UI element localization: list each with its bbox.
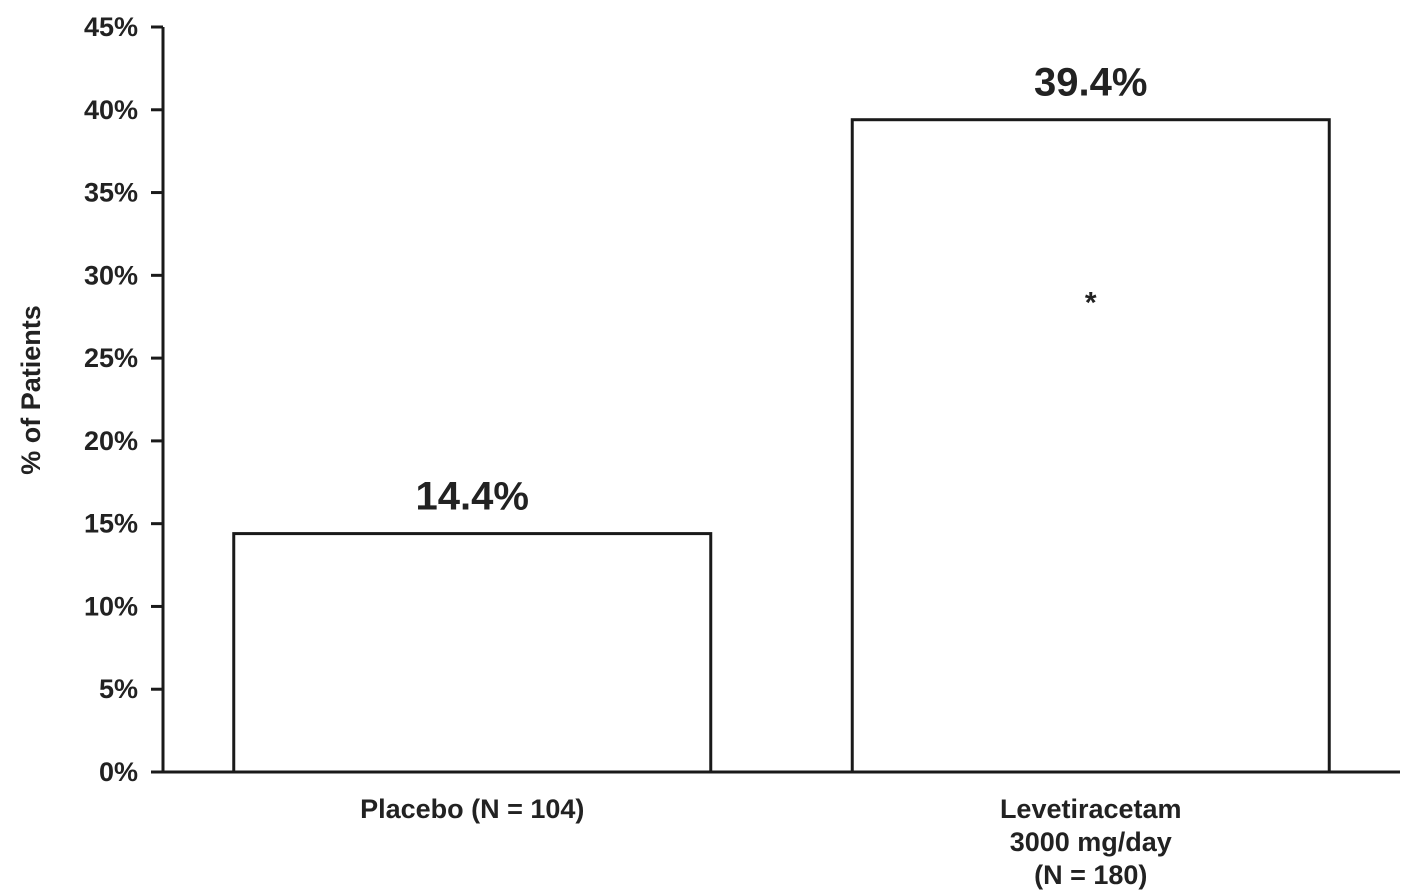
y-tick-label: 45% (84, 12, 138, 42)
x-category-label: Placebo (N = 104) (360, 794, 584, 824)
bar (850, 118, 1331, 774)
y-axis-title: % of Patients (16, 305, 46, 475)
y-tick-label: 15% (84, 509, 138, 539)
y-tick-label: 40% (84, 95, 138, 125)
y-tick-label: 30% (84, 260, 138, 290)
x-category-label: Levetiracetam (1000, 794, 1182, 824)
x-category-label: 3000 mg/day (1010, 827, 1172, 857)
bars: 14.4% 39.4% * (232, 61, 1331, 774)
y-tick-label: 0% (99, 757, 138, 787)
bar-value-label: 39.4% (1034, 61, 1147, 105)
y-tick-label: 25% (84, 343, 138, 373)
y-tick-label: 5% (99, 674, 138, 704)
bar (232, 532, 713, 774)
y-tick-label: 10% (84, 591, 138, 621)
x-category-label: (N = 180) (1034, 860, 1147, 890)
bar-value-label: 14.4% (416, 475, 529, 519)
y-tick-label: 20% (84, 426, 138, 456)
y-axis: 0% 5% 10% 15% 20% 25% 30% 35% 40% 45% (84, 12, 165, 787)
y-tick-label: 35% (84, 178, 138, 208)
significance-marker: * (1085, 286, 1097, 319)
